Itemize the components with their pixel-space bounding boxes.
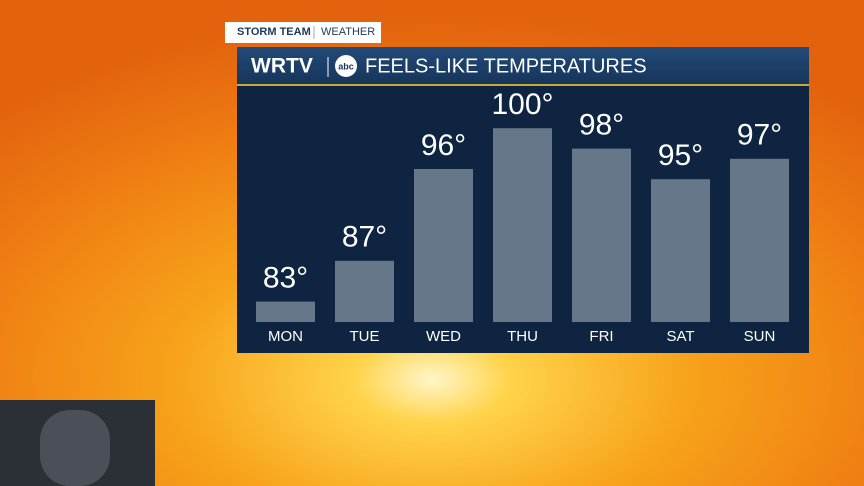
bar xyxy=(730,158,789,322)
value-label: 83° xyxy=(263,262,308,295)
value-label: 95° xyxy=(658,139,703,172)
presenter xyxy=(40,410,110,486)
x-tick-label: FRI xyxy=(589,328,613,345)
bar xyxy=(335,260,394,322)
x-tick-label: MON xyxy=(268,328,303,345)
bar xyxy=(256,301,315,322)
logo-circle xyxy=(335,55,357,77)
bar xyxy=(414,169,473,322)
bar xyxy=(493,128,552,322)
bar xyxy=(572,148,631,322)
panel-header xyxy=(237,47,809,84)
tag: STORM TEAM xyxy=(237,26,311,38)
value-label: 96° xyxy=(421,129,466,162)
x-tick-label: SAT xyxy=(666,328,694,345)
brand: WRTV xyxy=(251,55,313,78)
value-label: 87° xyxy=(342,221,387,254)
tag-box xyxy=(225,22,381,43)
logo: abc xyxy=(338,61,354,71)
bar xyxy=(651,179,710,322)
value-label: 98° xyxy=(579,109,624,142)
value-label: 97° xyxy=(737,119,782,152)
x-tick-label: TUE xyxy=(350,328,380,345)
header-rule xyxy=(237,84,809,86)
tag-section: WEATHER xyxy=(321,26,375,38)
x-tick-label: THU xyxy=(507,328,538,345)
value-label: 100° xyxy=(491,88,553,121)
chart-title: FEELS-LIKE TEMPERATURES xyxy=(365,55,647,77)
x-tick-label: SUN xyxy=(744,328,776,345)
x-tick-label: WED xyxy=(426,328,461,345)
